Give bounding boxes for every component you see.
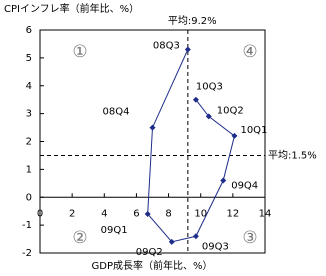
x-tick-label: 8 [165, 208, 171, 219]
quadrant-label: ② [72, 228, 87, 248]
point-label: 10Q1 [240, 125, 267, 136]
point [205, 113, 212, 120]
y-tick-label: -2 [22, 248, 32, 259]
quadrant-label: ③ [242, 228, 257, 248]
point-label: 10Q2 [217, 105, 244, 116]
reference-label: 平均:9.2% [168, 15, 217, 27]
point-label: 08Q3 [153, 41, 180, 52]
x-tick-label: 6 [133, 208, 139, 219]
y-tick-label: 0 [26, 192, 32, 203]
point [144, 210, 151, 217]
point [192, 96, 199, 103]
point [220, 177, 227, 184]
x-tick-label: 2 [69, 208, 75, 219]
x-tick-label: 12 [226, 208, 239, 219]
y-tick-label: 6 [26, 25, 32, 36]
point [192, 233, 199, 240]
y-tick-label: 3 [26, 109, 32, 120]
x-tick-label: 10 [194, 208, 207, 219]
x-tick-label: 14 [259, 208, 272, 219]
y-tick-label: 2 [26, 137, 32, 148]
y-tick-label: -1 [22, 220, 32, 231]
y-tick-label: 1 [26, 164, 32, 175]
series-line [147, 49, 236, 243]
point-label: 09Q2 [136, 247, 163, 258]
chart-title: CPIインフレ率（前年比、%） [4, 2, 139, 15]
reference-label: 平均:1.5% [268, 149, 317, 161]
y-tick-label: 5 [26, 53, 32, 64]
point-label: 09Q3 [202, 241, 229, 252]
point-label: 10Q3 [196, 82, 223, 93]
x-tick-label: 4 [101, 208, 107, 219]
point-label: 08Q4 [103, 107, 130, 118]
quadrant-label: ④ [242, 42, 257, 62]
point-label: 09Q4 [231, 181, 258, 192]
point [149, 124, 156, 131]
x-tick-label: 0 [37, 208, 43, 219]
point [184, 46, 191, 53]
point [231, 132, 238, 139]
point [168, 238, 175, 245]
quadrant-label: ① [72, 42, 87, 62]
x-axis-title: GDP成長率（前年比、%） [92, 259, 213, 272]
point-label: 09Q1 [101, 225, 128, 236]
y-tick-label: 4 [26, 81, 32, 92]
